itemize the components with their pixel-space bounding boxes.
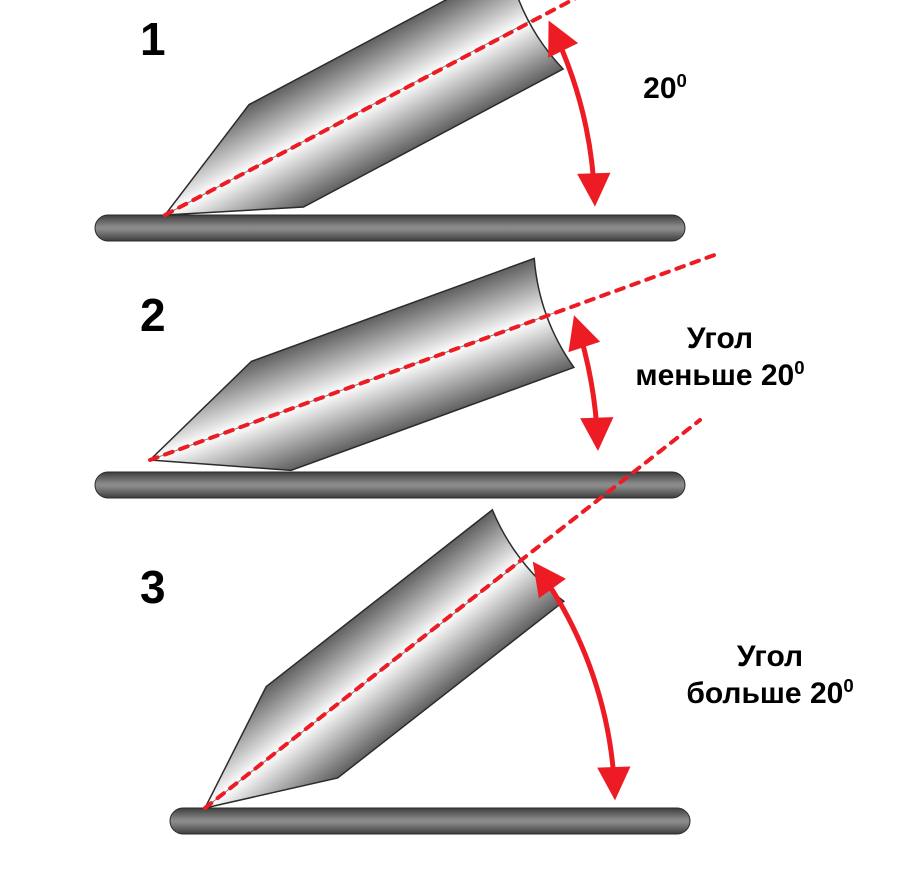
- panel-2: [95, 253, 720, 498]
- panel-1: [95, 0, 720, 241]
- surface-bar: [95, 215, 685, 241]
- diagram-svg: [0, 0, 920, 873]
- diagram-canvas: 1 2 3 200 Уголменьше 200 Уголбольше 200: [0, 0, 920, 873]
- angle-arc: [551, 27, 594, 200]
- surface-bar: [95, 472, 685, 498]
- surface-bar: [170, 808, 690, 834]
- angle-arc: [576, 322, 598, 445]
